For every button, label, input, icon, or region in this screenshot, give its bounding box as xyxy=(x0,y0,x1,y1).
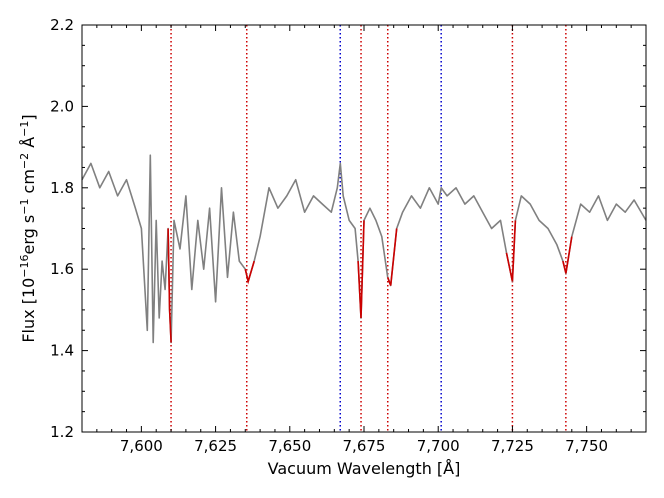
y-axis-label-part: erg s xyxy=(19,215,38,255)
x-tick-label: 7,725 xyxy=(491,437,534,455)
y-axis-label-part: −2 xyxy=(18,153,31,169)
x-axis-ticks: 7,600 7,625 7,650 7,675 7,700 7,725 7,750 xyxy=(96,25,632,455)
line-highlight-1 xyxy=(244,260,255,285)
x-tick-label: 7,650 xyxy=(268,437,311,455)
y-axis-label-part: cm xyxy=(19,169,38,198)
spectrum-series-0 xyxy=(81,154,647,344)
y-axis-label-part: −1 xyxy=(18,199,31,215)
line-highlight-4 xyxy=(505,220,517,282)
y-axis-label: Flux [10−16erg s−1 cm−2 Å−1] xyxy=(18,114,39,342)
line-markers xyxy=(170,25,567,432)
x-tick-label: 7,600 xyxy=(120,437,163,455)
y-axis-ticks: 1.2 1.4 1.6 1.8 2.0 2.2 xyxy=(50,16,646,441)
y-tick-label: 2.0 xyxy=(50,97,74,115)
plot-area xyxy=(81,25,647,432)
y-axis-label-part: −1 xyxy=(18,121,31,137)
line-highlight-5 xyxy=(562,236,573,274)
y-axis-label-part: ] xyxy=(19,114,38,120)
y-tick-label: 1.8 xyxy=(50,179,74,197)
y-tick-label: 1.6 xyxy=(50,260,74,278)
line-highlight-3 xyxy=(386,228,398,286)
y-axis-label-part: Flux [10 xyxy=(19,278,38,343)
x-tick-label: 7,675 xyxy=(343,437,386,455)
y-axis-label-part: −16 xyxy=(18,254,31,277)
line-highlight-2 xyxy=(357,220,365,319)
line-highlights xyxy=(167,220,573,343)
x-tick-label: 7,700 xyxy=(417,437,460,455)
x-axis-label: Vacuum Wavelength [Å] xyxy=(268,459,461,478)
y-tick-label: 2.2 xyxy=(50,16,74,34)
x-tick-label: 7,750 xyxy=(565,437,608,455)
y-tick-label: 1.2 xyxy=(50,423,74,441)
y-axis-label-part: Å xyxy=(19,137,38,153)
line-highlight-0 xyxy=(167,228,172,343)
series-layer xyxy=(81,154,647,344)
y-tick-label: 1.4 xyxy=(50,342,74,360)
x-tick-label: 7,625 xyxy=(194,437,237,455)
